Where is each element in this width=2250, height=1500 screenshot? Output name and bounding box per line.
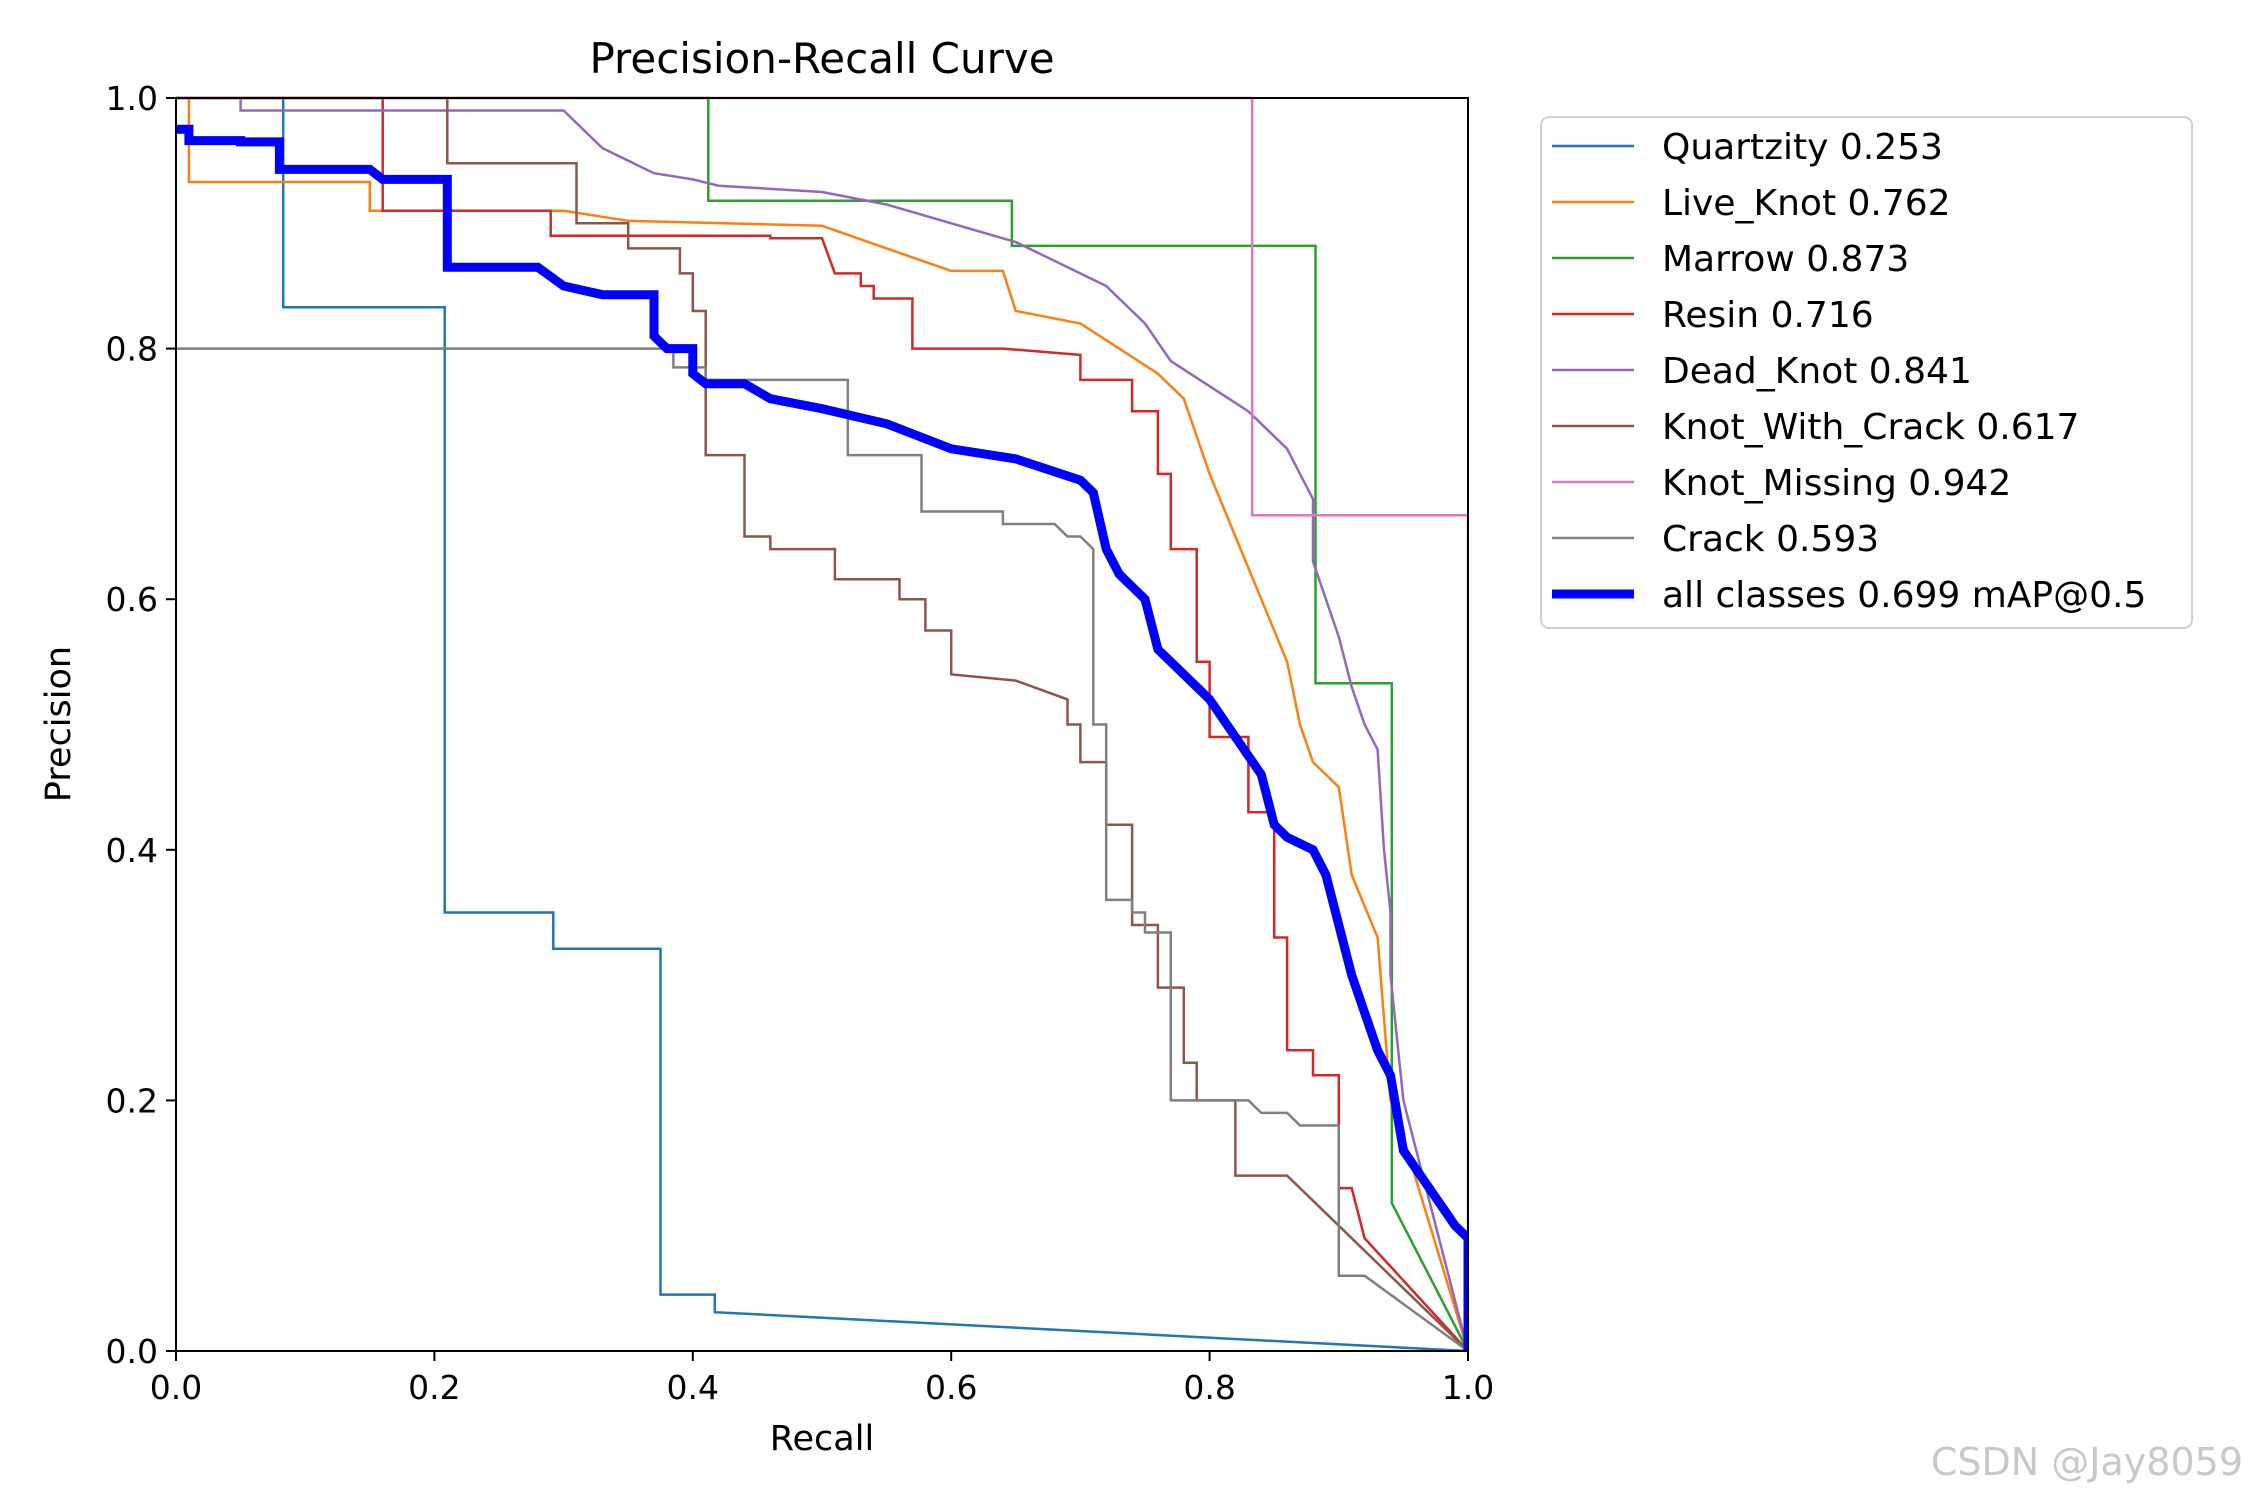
y-axis-label: Precision: [39, 646, 79, 802]
watermark-text: CSDN @Jay8059: [1931, 1440, 2243, 1484]
legend-entry-label: Resin 0.716: [1662, 295, 1874, 336]
x-tick-label: 1.0: [1442, 1368, 1494, 1407]
legend-entry-label: Knot_Missing 0.942: [1662, 463, 2011, 504]
series-line-quartzity: [176, 96, 1468, 1353]
y-axis: 0.0 0.2 0.4 0.6 0.8 1.0: [106, 79, 176, 1371]
legend: Quartzity 0.253 Live_Knot 0.762 Marrow 0.8…: [1540, 116, 2193, 629]
x-tick-label: 0.4: [667, 1368, 719, 1407]
legend-entry-label: Knot_With_Crack 0.617: [1662, 407, 2079, 448]
y-tick-label: 0.2: [106, 1081, 158, 1120]
legend-entry-label: Crack 0.593: [1662, 519, 1879, 560]
y-tick-label: 0.4: [106, 831, 158, 870]
y-tick-label: 1.0: [106, 79, 158, 118]
x-axis-label: Recall: [770, 1419, 874, 1459]
y-tick-label: 0.8: [106, 330, 158, 369]
series-line-crack: [176, 347, 1468, 1353]
legend-frame: [1540, 116, 2193, 629]
x-tick-label: 0.8: [1183, 1368, 1235, 1407]
legend-entry-label: all classes 0.699 mAP@0.5: [1662, 575, 2146, 616]
legend-entry-label: Marrow 0.873: [1662, 239, 1909, 280]
legend-entry-label: Quartzity 0.253: [1662, 127, 1943, 168]
x-tick-label: 0.2: [408, 1368, 460, 1407]
y-tick-label: 0.6: [106, 580, 158, 619]
legend-entry-label: Live_Knot 0.762: [1662, 183, 1951, 224]
x-tick-label: 0.0: [150, 1368, 202, 1407]
plot-area: [175, 96, 1469, 1353]
series-line-marrow: [176, 96, 1468, 1352]
series-layer: [176, 96, 1468, 1353]
x-tick-label: 0.6: [925, 1368, 977, 1407]
x-axis: 0.0 0.2 0.4 0.6 0.8 1.0: [150, 1351, 1494, 1407]
legend-entry-label: Dead_Knot 0.841: [1662, 351, 1972, 392]
series-line-all-classes: [176, 124, 1468, 1351]
plot-frame: [175, 97, 1469, 1352]
series-line-resin: [176, 96, 1468, 1352]
series-line-dead-knot: [176, 96, 1468, 1352]
series-line-knot-with-crack: [176, 96, 1468, 1352]
chart-title: Precision-Recall Curve: [589, 34, 1054, 83]
y-tick-label: 0.0: [106, 1332, 158, 1371]
